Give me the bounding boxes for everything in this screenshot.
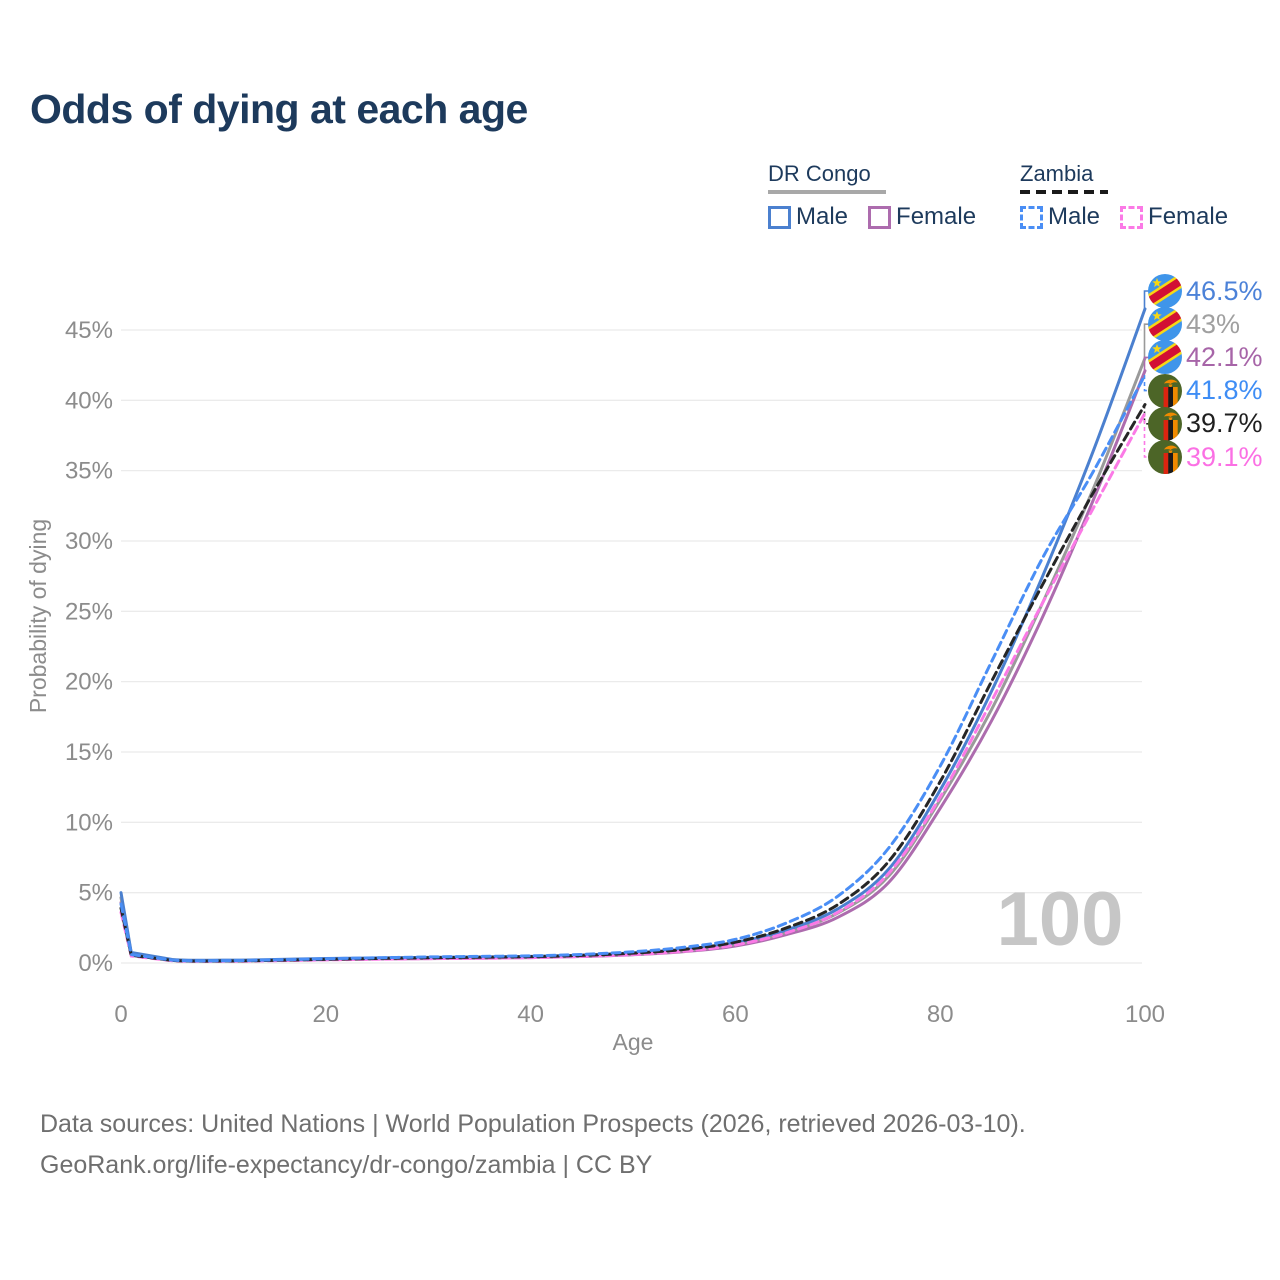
legend-item-zambia-male[interactable]: Male bbox=[1020, 203, 1100, 231]
hovered-age-watermark: 100 bbox=[997, 877, 1124, 962]
svg-text:0: 0 bbox=[114, 1001, 127, 1028]
line-swatch-icon bbox=[868, 205, 892, 229]
line-swatch-icon bbox=[768, 205, 791, 229]
legend-item-drcongo-male[interactable]: Male bbox=[768, 203, 848, 231]
end-value-label: 41.8% bbox=[1186, 375, 1263, 406]
svg-text:40: 40 bbox=[517, 1001, 544, 1028]
country-flag-icon bbox=[1148, 340, 1182, 375]
svg-text:40%: 40% bbox=[65, 387, 113, 414]
line-swatch-icon bbox=[1020, 205, 1043, 229]
legend-item-label: Male bbox=[796, 203, 849, 230]
line-dr_male bbox=[119, 307, 1147, 962]
line-dr_female bbox=[119, 369, 1147, 963]
x-axis-title: Age bbox=[613, 1029, 654, 1055]
legend-item-label: Male bbox=[1048, 203, 1101, 230]
series-end-label: 39.7% bbox=[1148, 406, 1263, 441]
svg-text:100: 100 bbox=[1125, 1001, 1165, 1028]
end-value-label: 43% bbox=[1186, 308, 1241, 339]
svg-text:20: 20 bbox=[312, 1001, 339, 1028]
legend-item-zambia-female[interactable]: Female bbox=[1120, 203, 1228, 231]
legend-group-title: DR Congo bbox=[768, 161, 871, 186]
svg-text:60: 60 bbox=[722, 1001, 749, 1028]
series-end-label: 43% bbox=[1148, 307, 1241, 342]
series-lines bbox=[119, 307, 1147, 963]
svg-text:5%: 5% bbox=[78, 880, 113, 907]
footer-url: GeoRank.org/life-expectancy/dr-congo/zam… bbox=[40, 1151, 653, 1179]
page-title: Odds of dying at each age bbox=[30, 86, 528, 132]
y-axis-title: Probability of dying bbox=[25, 519, 51, 713]
legend-group-zambia: Zambia Male Female bbox=[1020, 161, 1228, 231]
end-value-label: 46.5% bbox=[1186, 275, 1263, 306]
svg-text:30%: 30% bbox=[65, 528, 113, 555]
legend-group-dr-congo: DR Congo Male Female bbox=[768, 161, 976, 231]
legend-solid-line-icon bbox=[768, 190, 886, 194]
end-value-label: 42.1% bbox=[1186, 341, 1263, 372]
svg-text:45%: 45% bbox=[65, 317, 113, 344]
country-flag-icon bbox=[1148, 274, 1182, 308]
footer-attribution: Data sources: United Nations | World Pop… bbox=[40, 1104, 1026, 1186]
country-flag-icon bbox=[1148, 373, 1182, 408]
svg-text:0%: 0% bbox=[78, 950, 113, 977]
line-zm_male bbox=[119, 373, 1147, 963]
series-end-label: 41.8% bbox=[1148, 373, 1263, 408]
svg-text:35%: 35% bbox=[65, 458, 113, 485]
svg-text:80: 80 bbox=[927, 1001, 954, 1028]
series-end-label: 39.1% bbox=[1148, 440, 1263, 474]
legend-item-label: Female bbox=[1148, 203, 1229, 230]
end-value-label: 39.1% bbox=[1186, 441, 1263, 472]
svg-text:20%: 20% bbox=[65, 669, 113, 696]
svg-text:10%: 10% bbox=[65, 809, 113, 836]
legend-item-label: Female bbox=[896, 203, 977, 230]
end-value-label: 39.7% bbox=[1186, 408, 1263, 439]
legend-dashed-line-icon bbox=[1020, 190, 1108, 194]
legend-item-drcongo-female[interactable]: Female bbox=[868, 203, 976, 231]
series-end-label: 46.5% bbox=[1148, 274, 1263, 308]
country-flag-icon bbox=[1148, 440, 1182, 474]
series-end-label: 42.1% bbox=[1148, 340, 1263, 375]
line-zm_combined bbox=[119, 403, 1147, 963]
line-zm_female bbox=[119, 411, 1147, 963]
country-flag-icon bbox=[1148, 307, 1182, 342]
svg-text:15%: 15% bbox=[65, 739, 113, 766]
footer-datasource: Data sources: United Nations | World Pop… bbox=[40, 1110, 1026, 1138]
country-flag-icon bbox=[1148, 406, 1182, 441]
line-swatch-icon bbox=[1120, 205, 1144, 229]
grid-and-ticks: 0% 5% 10% 15% 20% 25% 30% 35% 40% 45% 0 20 40 60 80 100 bbox=[65, 317, 1165, 1028]
legend-group-title: Zambia bbox=[1020, 161, 1094, 186]
svg-text:25%: 25% bbox=[65, 598, 113, 625]
